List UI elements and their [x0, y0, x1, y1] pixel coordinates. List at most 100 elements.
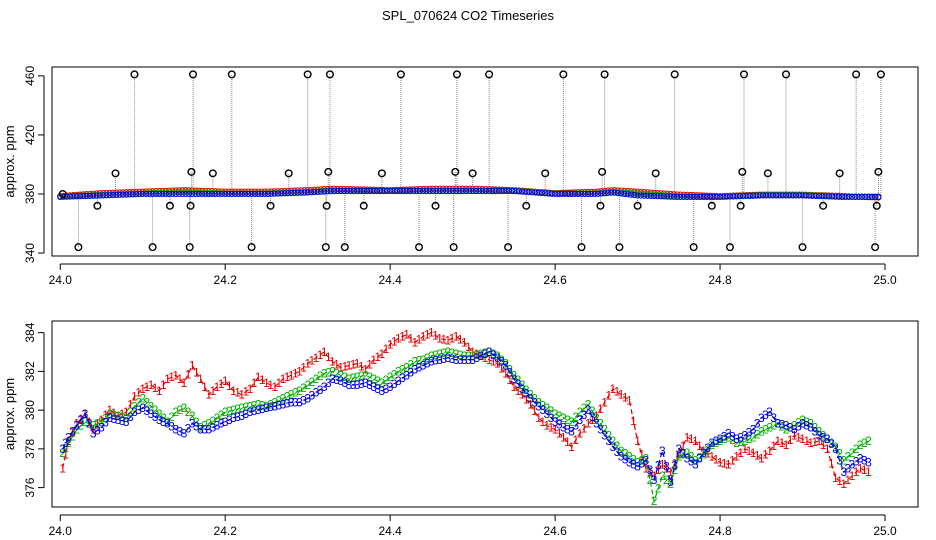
spike-point — [340, 243, 349, 252]
series-2-marker: 2 — [754, 427, 761, 441]
x-tick-label: 24.4 — [378, 524, 402, 538]
series-3-marker: 3 — [73, 419, 80, 433]
series-3-marker: 3 — [506, 365, 513, 379]
baseline-point-s3 — [116, 191, 123, 198]
series-1-marker: 1 — [544, 419, 551, 433]
series-3-marker: 3 — [820, 430, 827, 444]
series-3-marker: 3 — [251, 404, 258, 418]
baseline-point-s3 — [215, 190, 222, 198]
baseline-point-s3 — [248, 190, 255, 198]
series-2-marker: 2 — [238, 401, 245, 415]
baseline-point-s3 — [707, 193, 714, 201]
baseline-point-s3 — [822, 193, 829, 200]
series-2-marker: 2 — [511, 368, 518, 382]
y-tick-label: 384 — [23, 322, 37, 342]
series-2-marker: 2 — [733, 436, 740, 450]
series-2-marker: 2 — [700, 448, 707, 462]
baseline-point-s3 — [815, 192, 823, 200]
spike-point — [325, 70, 334, 79]
series-2-marker: 2 — [589, 404, 596, 418]
series-3-marker: 3 — [247, 405, 254, 419]
series-1-marker: 1 — [296, 364, 303, 378]
series-1-marker: 1 — [416, 332, 423, 346]
series-3-marker: 3 — [556, 418, 563, 432]
baseline-point-s3 — [172, 190, 179, 198]
series-1-marker: 1 — [845, 473, 852, 487]
series-2-marker: 2 — [193, 415, 200, 429]
baseline-point-s3 — [608, 189, 615, 196]
series-3-marker: 3 — [593, 417, 600, 431]
series-1-marker: 1 — [436, 331, 443, 345]
series-3-marker: 3 — [502, 359, 509, 373]
series-1-marker: 1 — [667, 465, 674, 479]
series-3-marker: 3 — [65, 430, 72, 444]
series-2-marker: 2 — [527, 388, 534, 402]
series-2-marker: 2 — [519, 378, 526, 392]
series-3-marker: 3 — [416, 361, 423, 375]
series-1-marker: 1 — [770, 439, 777, 453]
baseline-point-s3 — [753, 192, 760, 199]
baseline-point-s3 — [189, 190, 196, 198]
series-3-marker: 3 — [675, 442, 682, 456]
series-1-marker: 1 — [358, 360, 365, 374]
series-1-marker: 1 — [494, 357, 501, 371]
series-3-marker: 3 — [230, 411, 237, 425]
series-3-marker: 3 — [478, 349, 485, 363]
series-2-marker: 2 — [750, 430, 757, 444]
series-1-marker: 1 — [457, 332, 464, 346]
baseline-point-s3 — [76, 193, 84, 200]
series-1-marker: 1 — [465, 340, 472, 354]
baseline-point-s3 — [360, 187, 367, 195]
baseline-point-s3 — [674, 193, 681, 200]
baseline-point-s3 — [555, 190, 562, 198]
baseline-point-s3 — [327, 188, 334, 195]
baseline-point-s3 — [195, 190, 202, 198]
series-1-marker: 1 — [560, 430, 567, 444]
series-1-marker: 1 — [172, 368, 179, 382]
series-2-marker: 2 — [840, 454, 847, 468]
series-3-marker: 3 — [737, 430, 744, 444]
series-2-marker: 2 — [490, 347, 497, 361]
series-3-marker: 3 — [832, 442, 839, 456]
spike-point — [130, 70, 139, 79]
series-1-marker: 1 — [234, 386, 241, 400]
baseline-point-s3 — [535, 189, 542, 196]
series-3-marker: 3 — [704, 441, 711, 455]
baseline-point-s3 — [862, 193, 869, 201]
x-tick-label: 24.4 — [378, 273, 402, 287]
series-1-marker: 1 — [341, 360, 348, 374]
spike-point — [725, 243, 734, 252]
series-3-marker: 3 — [139, 401, 146, 415]
series-1-marker: 1 — [696, 439, 703, 453]
series-2-marker: 2 — [684, 446, 691, 460]
series-3-marker: 3 — [333, 373, 340, 387]
baseline-point-s3 — [453, 187, 460, 195]
baseline-point-s3 — [205, 190, 212, 198]
series-3-marker: 3 — [750, 423, 757, 437]
series-3-marker: 3 — [280, 397, 287, 411]
baseline-point-s3 — [519, 188, 526, 195]
series-3-marker: 3 — [601, 428, 608, 442]
spike-point — [670, 70, 679, 79]
series-3-marker: 3 — [544, 407, 551, 421]
series-2-marker: 2 — [271, 395, 278, 409]
series-1-marker: 1 — [618, 388, 625, 402]
x-tick-label: 24.6 — [543, 273, 567, 287]
baseline-point-s3 — [261, 190, 268, 198]
series-3-marker: 3 — [201, 423, 208, 437]
baseline-point-s3 — [472, 187, 480, 195]
series-2-marker: 2 — [127, 405, 134, 419]
series-1-marker: 1 — [535, 411, 542, 425]
series-2-marker: 2 — [605, 428, 612, 442]
series-3-marker: 3 — [387, 380, 394, 394]
series-2-marker: 2 — [255, 397, 262, 411]
series-1-marker: 1 — [271, 380, 278, 394]
series-3-marker: 3 — [226, 413, 233, 427]
series-2-marker: 2 — [618, 444, 625, 458]
baseline-point-s3 — [149, 190, 156, 198]
series-2-marker: 2 — [374, 374, 381, 388]
series-1-marker: 1 — [774, 434, 781, 448]
series-2-marker: 2 — [647, 473, 654, 487]
baseline-point-s3 — [796, 192, 803, 199]
spike-point — [187, 167, 196, 176]
